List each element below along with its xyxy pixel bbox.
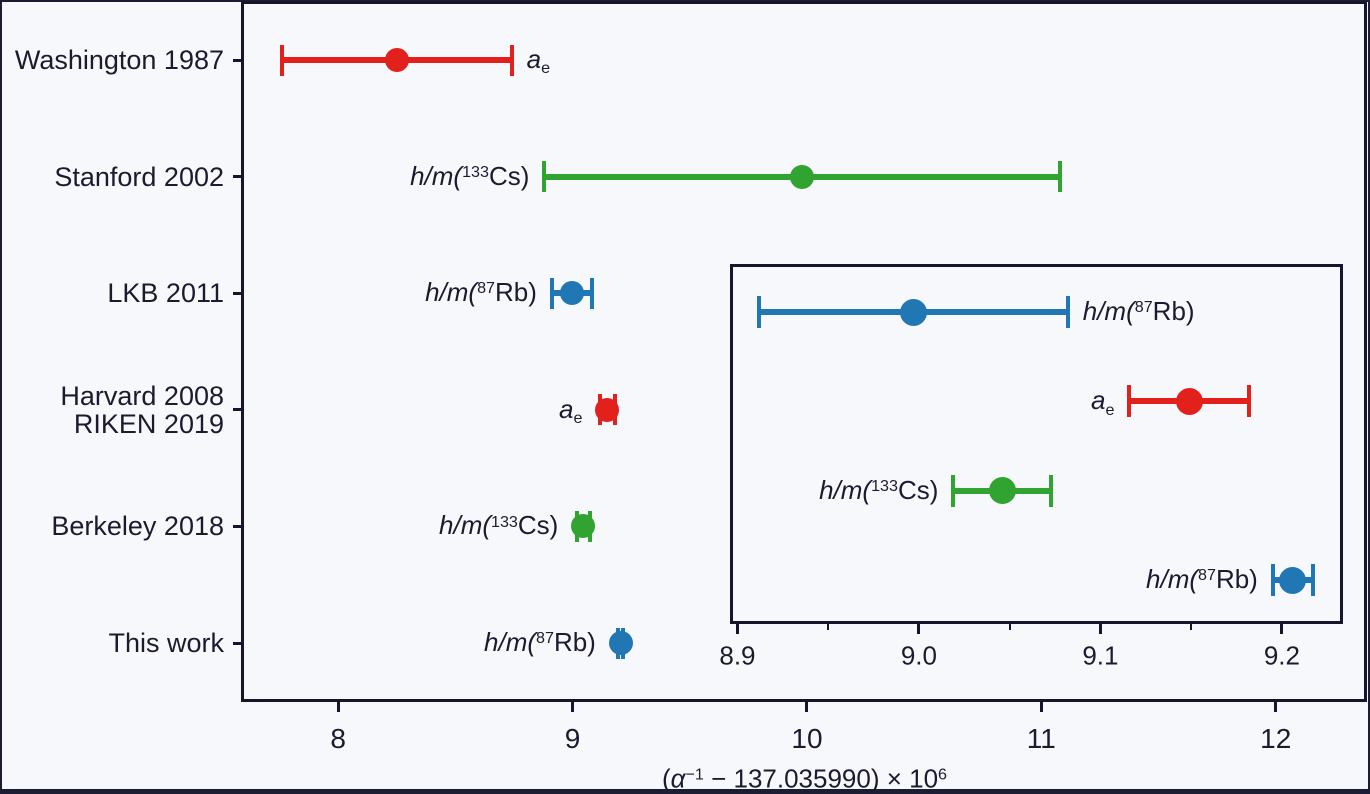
inset-x-tick [1280, 623, 1284, 634]
main-method-label: h/m(133Cs) [410, 160, 530, 191]
main-x-tick-label: 11 [1026, 723, 1056, 754]
inset-x-tick [1098, 623, 1102, 634]
inset-x-tick-label: 9.2 [1263, 640, 1300, 671]
main-method-label: ae [526, 43, 551, 78]
row-label: Harvard 2008 RIKEN 2019 [60, 380, 224, 439]
inset-x-minor-tick [827, 623, 830, 630]
image-edge-bottom [0, 789, 1370, 794]
main-x-tick-label: 8 [330, 723, 346, 754]
main-plot-frame [241, 1, 1367, 702]
inset-x-tick-label: 8.9 [719, 640, 756, 671]
main-data-point [559, 281, 584, 306]
row-label: Washington 1987 [14, 45, 224, 75]
image-edge-right [1368, 0, 1370, 794]
inset-plot-frame [730, 264, 1343, 624]
row-label: This work [108, 628, 224, 658]
main-error-cap-right [509, 44, 514, 76]
inset-error-cap-right [1247, 385, 1252, 418]
inset-error-cap-left [951, 474, 956, 507]
inset-method-label: ae [1091, 385, 1115, 419]
image-edge-left [0, 0, 2, 794]
main-method-label: h/m(87Rb) [425, 277, 537, 308]
main-error-cap-right [1058, 161, 1063, 193]
main-data-point [571, 514, 596, 539]
main-data-point [595, 397, 620, 422]
main-data-point [608, 631, 633, 655]
y-axis-tick [233, 641, 242, 645]
main-data-point [384, 48, 409, 72]
main-error-cap-left [542, 161, 547, 193]
inset-data-point [1279, 566, 1307, 594]
x-axis-label: (α−1 − 137.035990) × 106 [661, 763, 948, 794]
row-label: Stanford 2002 [54, 161, 224, 192]
y-axis-tick [233, 524, 242, 528]
inset-method-label: h/m(87Rb) [1082, 295, 1195, 326]
main-x-tick-label: 9 [564, 723, 581, 754]
inset-x-tick [917, 623, 921, 634]
main-method-label: h/m(133Cs) [439, 510, 559, 541]
inset-data-point [899, 298, 927, 326]
inset-error-cap-left [757, 296, 762, 328]
main-x-tick [571, 700, 575, 712]
main-x-tick-label: 10 [791, 723, 823, 754]
main-x-tick-label: 12 [1260, 723, 1292, 754]
main-method-label: ae [559, 393, 583, 427]
inset-error-cap-right [1065, 296, 1070, 328]
main-x-tick [805, 700, 809, 712]
main-x-tick [1274, 700, 1278, 712]
main-x-tick [1039, 700, 1043, 712]
inset-x-tick-label: 9.1 [1082, 640, 1119, 671]
y-axis-tick [233, 408, 242, 412]
inset-method-label: h/m(133Cs) [819, 474, 939, 505]
inset-data-point [1175, 387, 1203, 415]
inset-error-cap-left [1127, 385, 1132, 418]
y-axis-tick [233, 58, 242, 62]
y-axis-tick [233, 175, 242, 179]
row-label: LKB 2011 [107, 278, 224, 309]
inset-x-minor-tick [1190, 623, 1193, 630]
inset-x-minor-tick [1008, 623, 1011, 630]
main-x-tick [336, 700, 340, 712]
main-data-point [790, 164, 815, 189]
main-error-cap-left [549, 277, 554, 309]
inset-x-tick-label: 9.0 [900, 640, 937, 671]
inset-error-cap-left [1270, 564, 1275, 597]
main-error-cap-left [279, 44, 284, 76]
inset-data-point [988, 477, 1016, 505]
row-label: Berkeley 2018 [51, 511, 224, 542]
main-error-cap-right [589, 277, 594, 309]
main-method-label: h/m(87Rb) [484, 626, 596, 657]
inset-method-label: h/m(87Rb) [1146, 564, 1258, 595]
inset-x-tick [735, 623, 739, 634]
y-axis-tick [233, 291, 242, 295]
inset-error-cap-right [1310, 564, 1315, 597]
inset-error-cap-right [1049, 474, 1054, 507]
